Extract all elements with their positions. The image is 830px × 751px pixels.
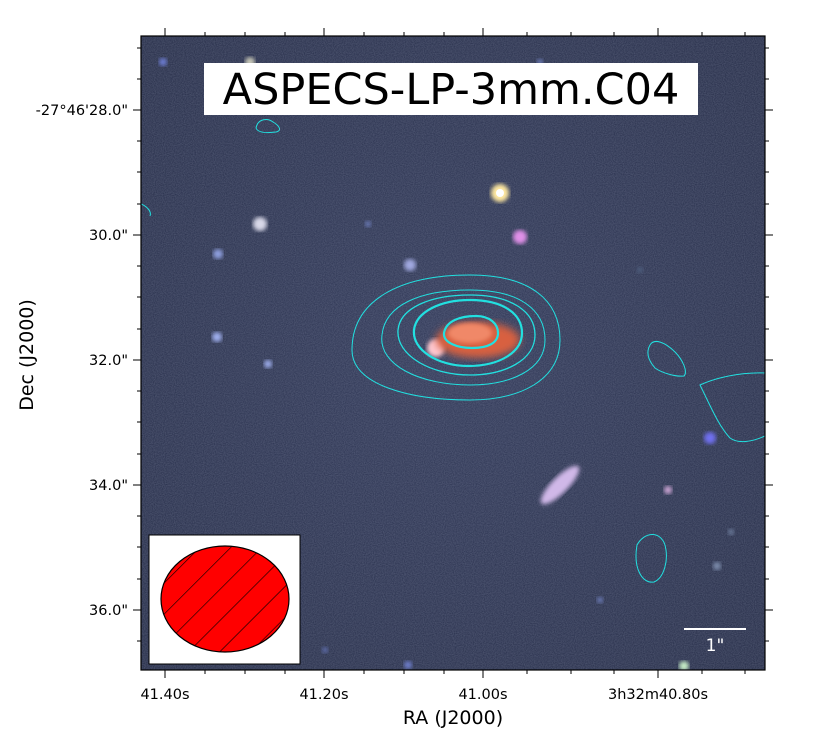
y-tick-label: -27°46'28.0" (36, 103, 128, 119)
y-tick-label: 36.0" (89, 603, 128, 619)
x-tick-label: 41.40s (140, 687, 189, 703)
contours (141, 119, 765, 583)
x-axis-label: RA (J2000) (403, 707, 503, 729)
y-tick-label: 34.0" (89, 478, 128, 494)
beam-ellipse (160, 545, 290, 653)
x-tick-label: 3h32m40.80s (608, 687, 708, 703)
x-tick-label: 41.20s (299, 687, 348, 703)
y-tick-label: 32.0" (89, 353, 128, 369)
x-tick-labels: 41.40s 41.20s 41.00s 3h32m40.80s (140, 687, 708, 703)
title-label: ASPECS-LP-3mm.C04 (204, 63, 698, 115)
y-tick-labels: -27°46'28.0" 30.0" 32.0" 34.0" 36.0" (36, 103, 128, 619)
scale-bar-label: 1" (706, 636, 725, 656)
scale-bar: 1" (684, 628, 746, 656)
plot-frame (140, 35, 766, 671)
title-text: ASPECS-LP-3mm.C04 (223, 65, 680, 115)
sources (159, 57, 734, 670)
x-tick-label: 41.00s (458, 687, 507, 703)
y-axis-label: Dec (J2000) (16, 299, 38, 411)
tick-marks (133, 28, 773, 678)
beam-inset (148, 534, 301, 665)
y-tick-label: 30.0" (89, 228, 128, 244)
